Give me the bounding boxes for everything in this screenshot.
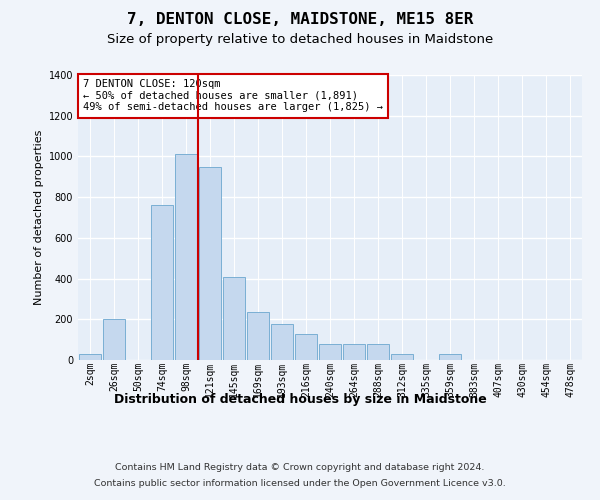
Bar [271,324,293,360]
Text: Contains HM Land Registry data © Crown copyright and database right 2024.: Contains HM Land Registry data © Crown c… [115,462,485,471]
Bar [367,344,389,360]
Bar [391,354,413,360]
Text: Size of property relative to detached houses in Maidstone: Size of property relative to detached ho… [107,32,493,46]
Bar [175,154,197,360]
Bar [199,166,221,360]
Bar [343,344,365,360]
Text: 7 DENTON CLOSE: 120sqm
← 50% of detached houses are smaller (1,891)
49% of semi-: 7 DENTON CLOSE: 120sqm ← 50% of detached… [83,80,383,112]
Text: Distribution of detached houses by size in Maidstone: Distribution of detached houses by size … [113,392,487,406]
Bar [79,354,101,360]
Bar [319,344,341,360]
Bar [439,354,461,360]
Bar [151,206,173,360]
Text: 7, DENTON CLOSE, MAIDSTONE, ME15 8ER: 7, DENTON CLOSE, MAIDSTONE, ME15 8ER [127,12,473,28]
Bar [247,312,269,360]
Text: Contains public sector information licensed under the Open Government Licence v3: Contains public sector information licen… [94,478,506,488]
Bar [295,334,317,360]
Y-axis label: Number of detached properties: Number of detached properties [34,130,44,305]
Bar [103,320,125,360]
Bar [223,276,245,360]
